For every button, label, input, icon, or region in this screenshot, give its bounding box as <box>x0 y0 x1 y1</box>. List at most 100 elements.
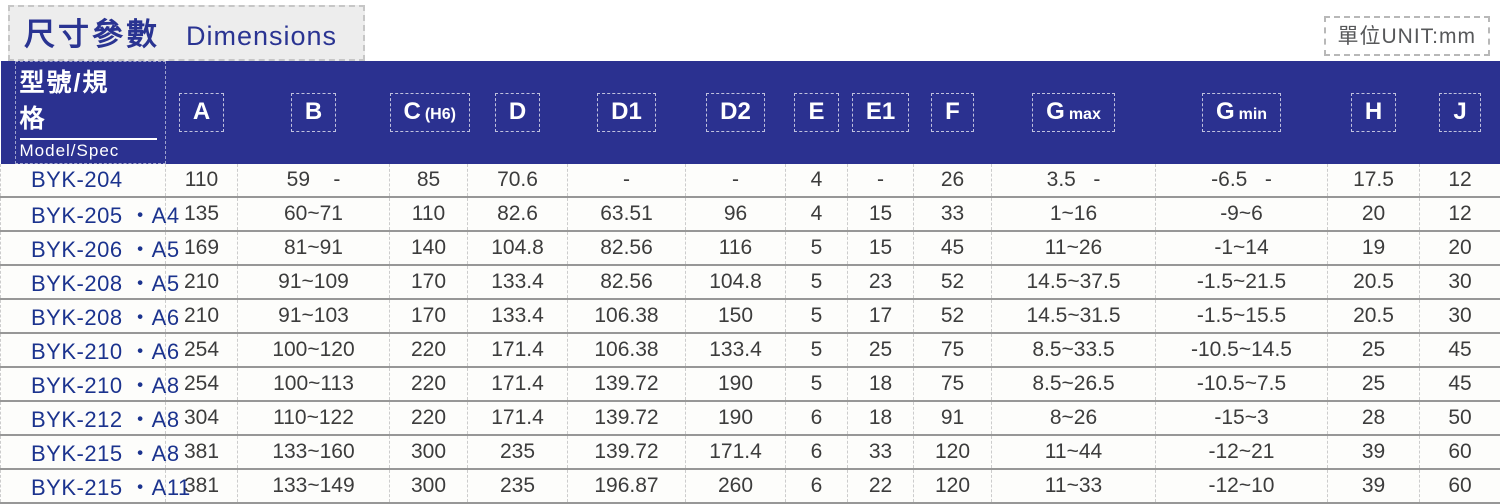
value-cell-c: 140 <box>390 231 468 265</box>
value-cell-d1: 139.72 <box>568 367 686 401</box>
model-header-en: Model/Spec <box>20 141 157 161</box>
value-cell-c: 220 <box>390 367 468 401</box>
value-cell-gmin: -1.5~15.5 <box>1156 299 1328 333</box>
value-cell-h: 20 <box>1328 197 1420 231</box>
value-cell-gmax: 14.5~37.5 <box>992 265 1156 299</box>
value-cell-b: 133~149 <box>238 469 390 503</box>
value-cell-c: 220 <box>390 401 468 435</box>
col-header-box: J <box>1439 93 1480 132</box>
value-cell-h: 39 <box>1328 469 1420 503</box>
model-cell: BYK-210 ・A8 <box>1 367 166 401</box>
model-cell: BYK-215 ・A11 <box>1 469 166 503</box>
col-header-box: D1 <box>597 93 656 132</box>
value-cell-d: 133.4 <box>468 299 568 333</box>
value-cell-d: 133.4 <box>468 265 568 299</box>
col-header-b: B <box>238 61 390 164</box>
value-cell-j: 30 <box>1420 265 1500 299</box>
value-cell-d: 82.6 <box>468 197 568 231</box>
value-cell-gmax: 1~16 <box>992 197 1156 231</box>
model-cell: BYK-204 <box>1 164 166 197</box>
col-header-box: D <box>495 93 540 132</box>
value-cell-d1: 139.72 <box>568 435 686 469</box>
value-cell-gmin: -1~14 <box>1156 231 1328 265</box>
value-cell-d1: 106.38 <box>568 299 686 333</box>
value-cell-e: 5 <box>786 299 848 333</box>
value-cell-d2: 104.8 <box>686 265 786 299</box>
top-strip: 尺寸參數 Dimensions 單位UNIT:mm <box>0 0 1500 61</box>
value-cell-c: 220 <box>390 333 468 367</box>
value-cell-gmax: 11~44 <box>992 435 1156 469</box>
value-cell-h: 20.5 <box>1328 265 1420 299</box>
value-cell-e1: 18 <box>848 401 914 435</box>
value-cell-e: 5 <box>786 367 848 401</box>
value-cell-d1: 63.51 <box>568 197 686 231</box>
value-cell-f: 45 <box>914 231 992 265</box>
value-cell-gmax: 3.5 - <box>992 164 1156 197</box>
value-cell-d1: 196.87 <box>568 469 686 503</box>
model-cell: BYK-205 ・A4 <box>1 197 166 231</box>
page-title-en: Dimensions <box>186 21 337 52</box>
value-cell-f: 52 <box>914 299 992 333</box>
value-cell-d2: 190 <box>686 401 786 435</box>
col-header-box: B <box>291 93 336 132</box>
value-cell-c: 85 <box>390 164 468 197</box>
value-cell-f: 33 <box>914 197 992 231</box>
value-cell-j: 60 <box>1420 435 1500 469</box>
col-header-box: C(H6) <box>390 93 470 132</box>
model-header-zh: 型號/規格 <box>20 63 157 140</box>
value-cell-d2: 96 <box>686 197 786 231</box>
value-cell-b: 91~109 <box>238 265 390 299</box>
value-cell-f: 75 <box>914 333 992 367</box>
value-cell-e1: 23 <box>848 265 914 299</box>
model-cell: BYK-210 ・A6 <box>1 333 166 367</box>
col-header-a: A <box>166 61 238 164</box>
col-header-c: C(H6) <box>390 61 468 164</box>
value-cell-e: 5 <box>786 333 848 367</box>
value-cell-d1: 82.56 <box>568 231 686 265</box>
value-cell-f: 52 <box>914 265 992 299</box>
value-cell-e1: 33 <box>848 435 914 469</box>
value-cell-j: 12 <box>1420 164 1500 197</box>
value-cell-gmin: -12~10 <box>1156 469 1328 503</box>
value-cell-b: 110~122 <box>238 401 390 435</box>
value-cell-gmin: -10.5~7.5 <box>1156 367 1328 401</box>
value-cell-gmin: -6.5 - <box>1156 164 1328 197</box>
value-cell-gmax: 8.5~26.5 <box>992 367 1156 401</box>
value-cell-b: 59 - <box>238 164 390 197</box>
value-cell-h: 39 <box>1328 435 1420 469</box>
page-title-zh: 尺寸參數 <box>24 9 160 54</box>
value-cell-d: 70.6 <box>468 164 568 197</box>
value-cell-f: 26 <box>914 164 992 197</box>
value-cell-d2: 116 <box>686 231 786 265</box>
value-cell-h: 20.5 <box>1328 299 1420 333</box>
value-cell-c: 110 <box>390 197 468 231</box>
col-header-model: 型號/規格 Model/Spec <box>1 61 166 164</box>
col-header-box: D2 <box>706 93 765 132</box>
value-cell-e1: - <box>848 164 914 197</box>
value-cell-d: 235 <box>468 469 568 503</box>
value-cell-d: 171.4 <box>468 333 568 367</box>
value-cell-c: 300 <box>390 469 468 503</box>
value-cell-h: 19 <box>1328 231 1420 265</box>
value-cell-j: 60 <box>1420 469 1500 503</box>
value-cell-b: 60~71 <box>238 197 390 231</box>
col-header-d2: D2 <box>686 61 786 164</box>
value-cell-e1: 25 <box>848 333 914 367</box>
value-cell-j: 20 <box>1420 231 1500 265</box>
value-cell-d1: 139.72 <box>568 401 686 435</box>
value-cell-gmax: 14.5~31.5 <box>992 299 1156 333</box>
value-cell-j: 50 <box>1420 401 1500 435</box>
col-header-e1: E1 <box>848 61 914 164</box>
unit-label: 單位UNIT:mm <box>1324 16 1491 56</box>
value-cell-gmax: 8.5~33.5 <box>992 333 1156 367</box>
value-cell-b: 100~113 <box>238 367 390 401</box>
